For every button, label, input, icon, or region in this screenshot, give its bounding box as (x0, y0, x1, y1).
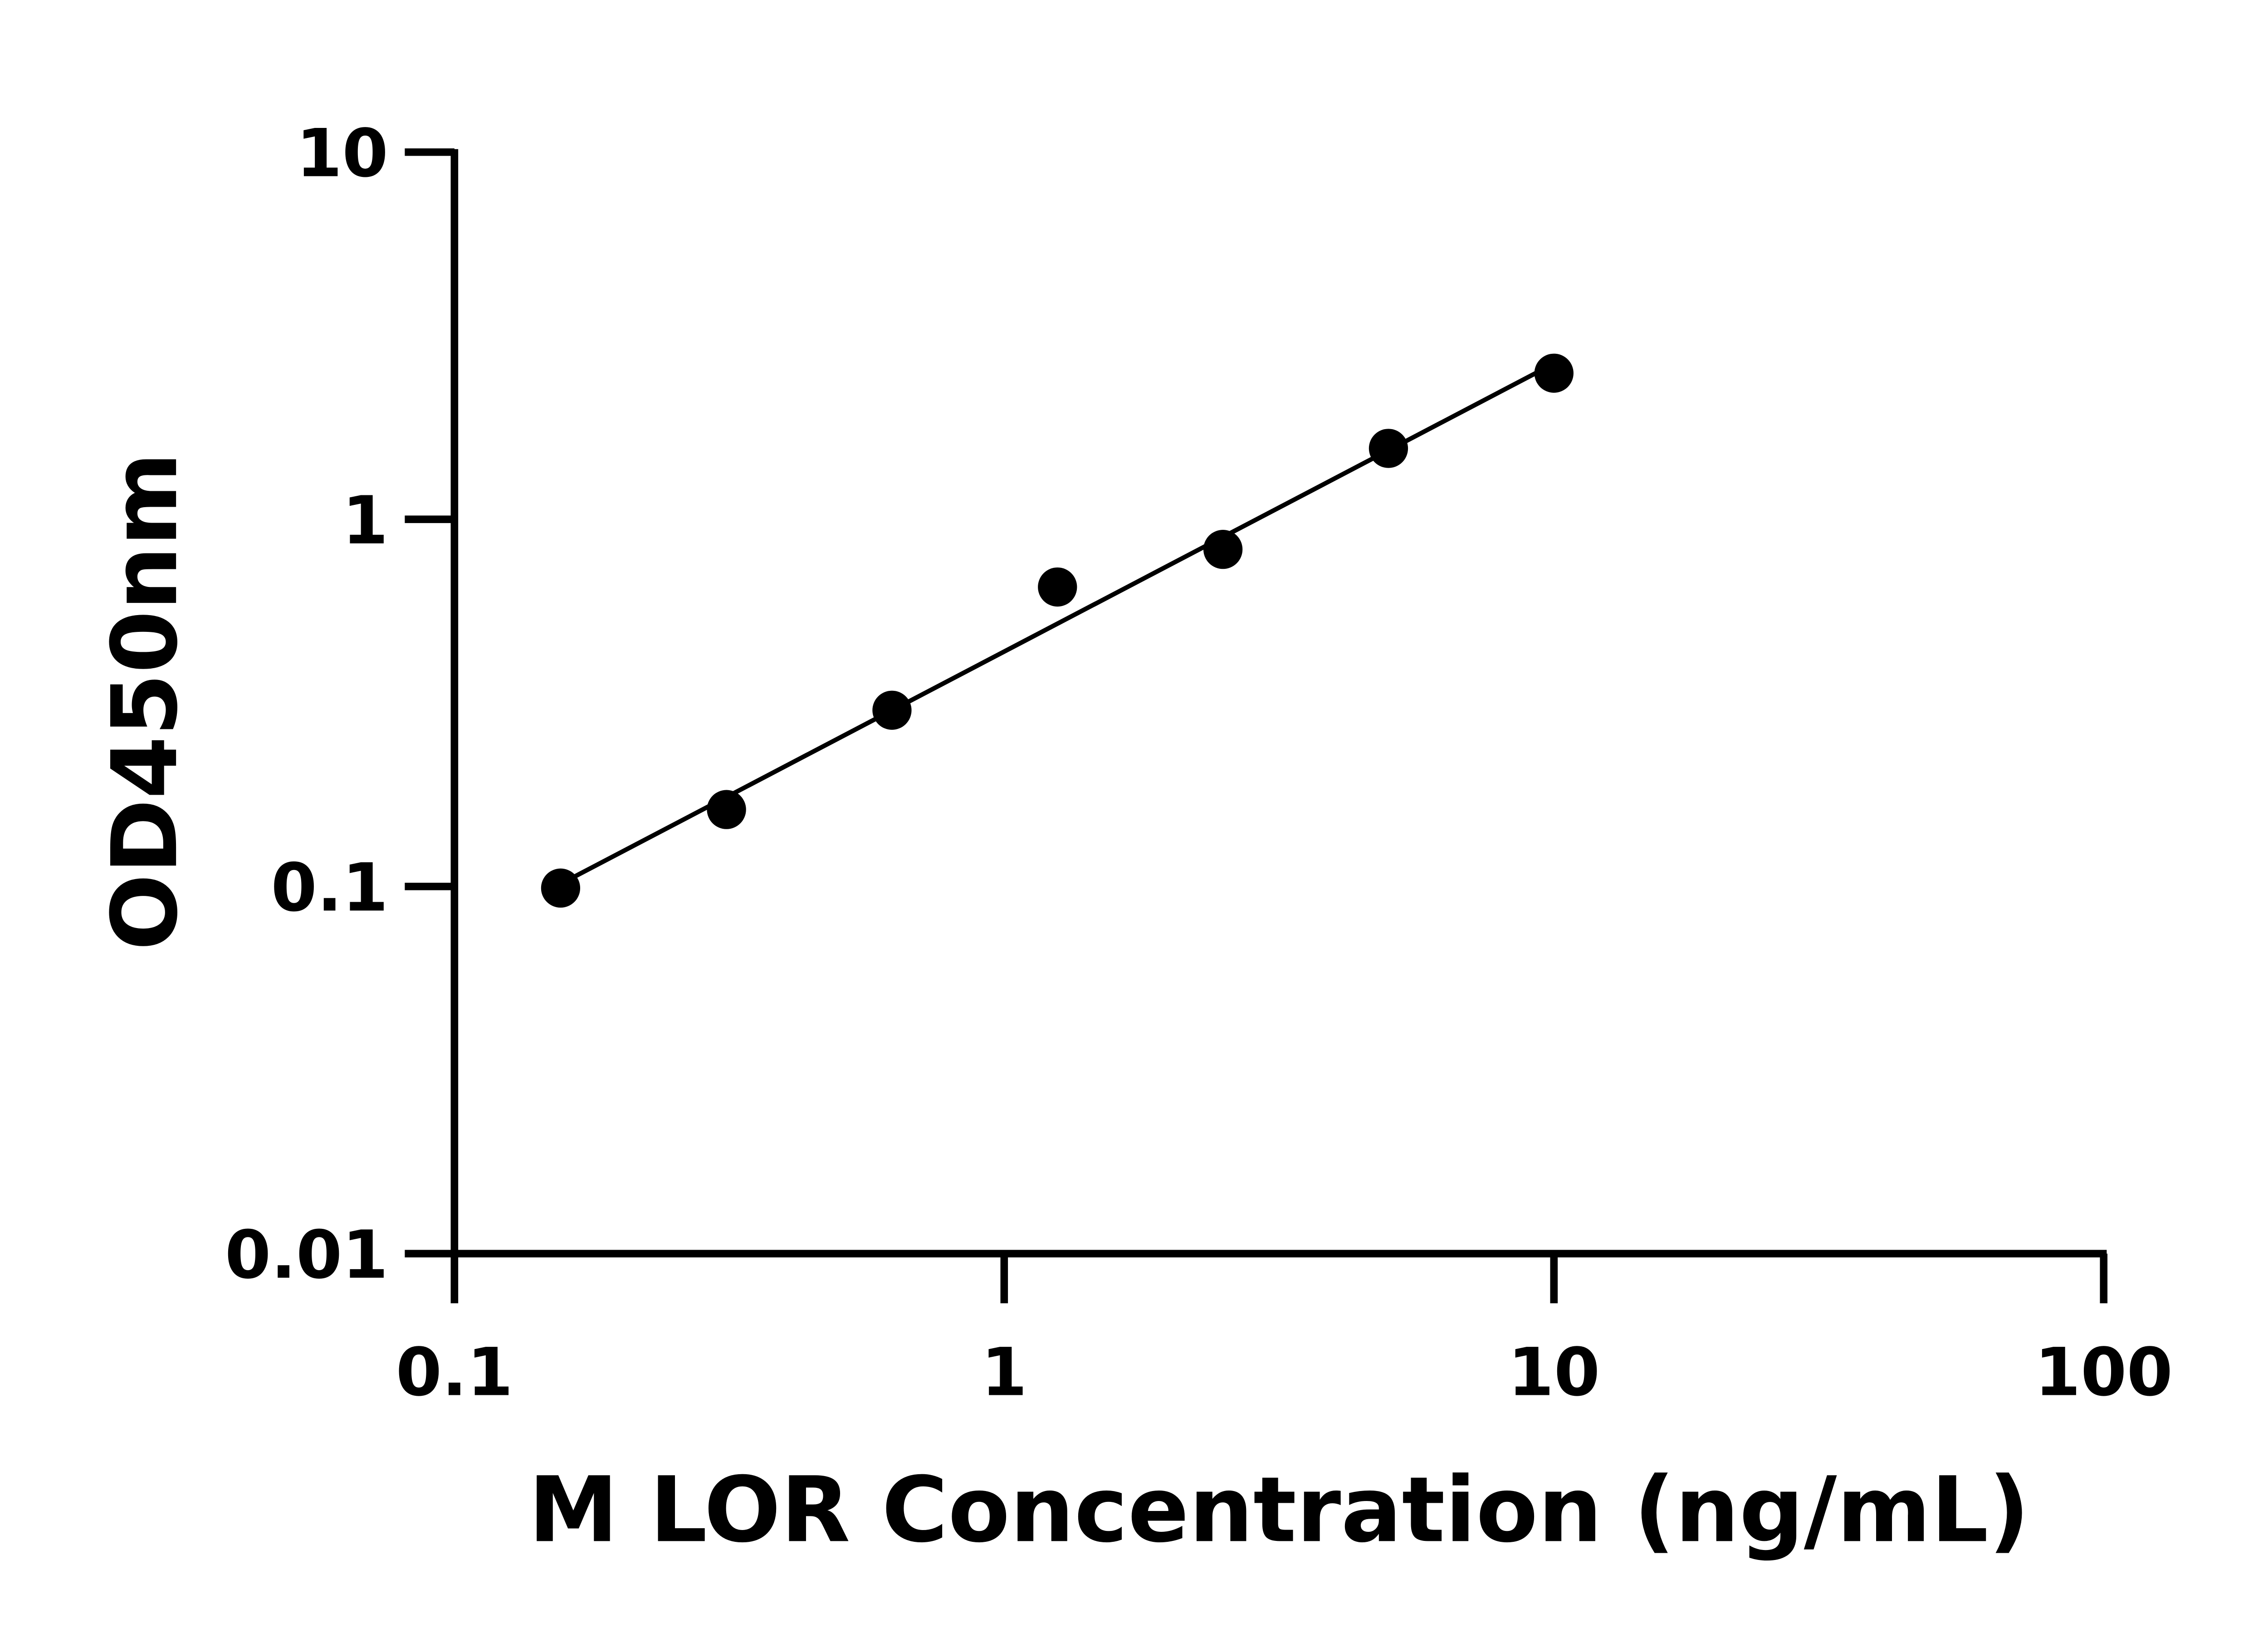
data-point (1369, 429, 1408, 468)
x-axis-title: M LOR Concentration (ng/mL) (528, 1457, 2030, 1562)
data-point (541, 868, 581, 908)
y-tick-label: 10 (296, 115, 388, 192)
y-tick-label: 0.01 (225, 1217, 388, 1294)
x-tick-labels: 0.1 1 10 100 (396, 1335, 2173, 1411)
x-tick-label: 10 (1508, 1335, 1600, 1411)
axes (405, 148, 2108, 1304)
data-points (541, 353, 1574, 908)
y-tick-label: 0.1 (271, 850, 388, 926)
data-point (872, 690, 912, 730)
data-point (1203, 530, 1243, 569)
y-axis-title: OD450nm (92, 452, 197, 951)
y-tick-label: 1 (342, 483, 388, 559)
x-tick-label: 0.1 (396, 1335, 513, 1411)
y-tick-labels: 0.01 0.1 1 10 (225, 115, 388, 1293)
data-point (1038, 567, 1077, 607)
x-tick-label: 1 (981, 1335, 1027, 1411)
data-point (1534, 353, 1574, 393)
x-tick-label: 100 (2034, 1335, 2173, 1411)
data-point (707, 790, 746, 829)
